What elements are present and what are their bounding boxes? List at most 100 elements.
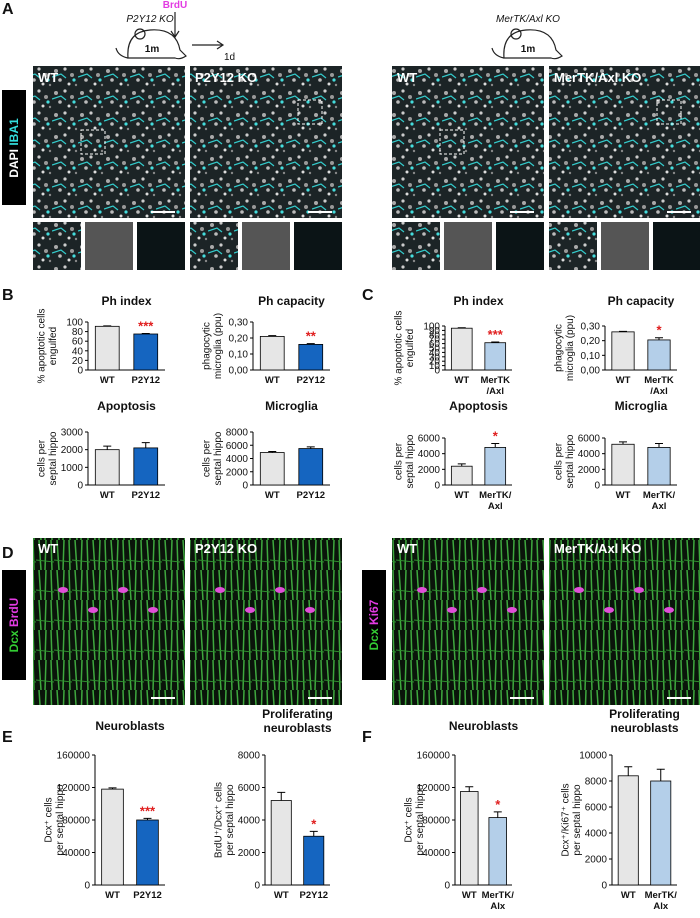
significance: *** xyxy=(488,327,504,342)
y-axis-label: cells perseptal hippo xyxy=(553,434,576,488)
error-bar xyxy=(141,442,150,448)
y-tick-label: 20 xyxy=(429,357,441,368)
chart-title: Microglia xyxy=(615,399,668,413)
y-tick-label: 120000 xyxy=(57,783,91,794)
x-tick-label: MerTK/Alx xyxy=(645,890,678,912)
y-tick-label: 6000 xyxy=(585,803,608,814)
micrograph xyxy=(190,538,342,705)
cell xyxy=(58,587,68,593)
stain-label: Dcx Ki67 xyxy=(367,599,381,650)
x-tick-label: MerTK/Axl xyxy=(644,375,674,397)
error-bar xyxy=(465,786,474,792)
bar xyxy=(94,325,120,371)
y-tick-label: 10000 xyxy=(579,751,607,762)
panel-label: E xyxy=(2,729,13,746)
y-tick-label: 2000 xyxy=(585,855,608,866)
error-bar xyxy=(655,442,663,448)
inset xyxy=(242,222,290,270)
y-axis-label: cells perseptal hippo xyxy=(36,431,59,485)
chart-title: Apoptosis xyxy=(97,399,156,413)
inset xyxy=(496,222,544,270)
significance: * xyxy=(656,323,662,338)
error-bar xyxy=(457,463,466,467)
x-tick-label: WT xyxy=(616,375,631,386)
y-tick-label: 4000 xyxy=(585,829,608,840)
y-tick-label: 30 xyxy=(429,352,441,363)
x-tick-label: P2Y12 xyxy=(131,375,160,386)
y-axis-label: cells perseptal hippo xyxy=(393,434,416,488)
y-axis-label: BrdU⁺/Dcx⁺ cellsper septal hippo xyxy=(213,782,236,858)
panel-label: A xyxy=(2,1,14,18)
y-tick-label: 8000 xyxy=(226,428,249,439)
x-tick-label: MerTK/Axl xyxy=(643,490,676,512)
significance: *** xyxy=(138,319,154,334)
interval: 1d xyxy=(224,52,235,63)
bar xyxy=(259,452,285,486)
image-label: WT xyxy=(38,70,58,85)
bar xyxy=(133,447,159,486)
cell xyxy=(88,607,98,613)
y-tick-label: 0 xyxy=(601,881,607,892)
stain-box xyxy=(362,570,386,680)
y-tick-label: 2000 xyxy=(238,848,261,859)
error-bar xyxy=(491,341,500,343)
y-tick-label: 8000 xyxy=(238,751,261,762)
x-tick-label: P2Y12 xyxy=(296,490,325,501)
significance: * xyxy=(311,816,317,831)
y-tick-label: 0,00 xyxy=(581,366,601,377)
y-tick-label: 0,30 xyxy=(229,318,249,329)
y-tick-label: 50 xyxy=(429,344,441,355)
stain-box xyxy=(2,90,26,205)
y-tick-label: 6000 xyxy=(418,434,441,445)
y-tick-label: 0 xyxy=(444,881,450,892)
y-tick-label: 0 xyxy=(254,881,260,892)
y-tick-label: 70 xyxy=(429,335,441,346)
bar xyxy=(450,327,473,371)
y-tick-label: 60 xyxy=(429,339,441,350)
y-tick-label: 80 xyxy=(72,327,84,338)
error-bar xyxy=(108,787,117,790)
micrograph xyxy=(33,66,185,218)
error-bar xyxy=(277,791,286,801)
x-tick-label: WT xyxy=(454,375,469,386)
bar xyxy=(647,446,671,486)
error-bar xyxy=(268,451,277,453)
y-tick-label: 0 xyxy=(242,481,248,492)
y-tick-label: 80000 xyxy=(62,816,90,827)
cell xyxy=(604,607,614,613)
roi-box xyxy=(656,99,682,125)
bar xyxy=(259,335,285,371)
y-tick-label: 2000 xyxy=(61,445,84,456)
inset xyxy=(392,222,440,270)
x-tick-label: WT xyxy=(105,890,120,901)
chart-title: Ph index xyxy=(101,294,151,308)
stain: Dcx xyxy=(7,630,21,652)
x-tick-label: P2Y12 xyxy=(131,490,160,501)
image-label: P2Y12 KO xyxy=(195,541,257,556)
chart-title: Apoptosis xyxy=(449,399,508,413)
error-bar xyxy=(655,337,663,340)
error-bar xyxy=(493,811,502,818)
chart-title: Ph capacity xyxy=(258,294,325,308)
significance: * xyxy=(495,797,501,812)
bar xyxy=(488,817,507,886)
y-tick-label: 0 xyxy=(84,881,90,892)
cell xyxy=(664,607,674,613)
x-tick-label: MerTK/Alx xyxy=(482,890,515,912)
cell xyxy=(148,607,158,613)
y-tick-label: 100 xyxy=(423,322,440,333)
injection: BrdU xyxy=(163,0,187,11)
image-label: WT xyxy=(397,70,417,85)
inset xyxy=(444,222,492,270)
stain: Dcx xyxy=(367,628,381,650)
y-tick-label: 20 xyxy=(72,356,84,367)
y-tick-label: 80 xyxy=(429,330,441,341)
x-tick-label: P2Y12 xyxy=(296,375,325,386)
error-bar xyxy=(619,441,627,445)
x-tick-label: WT xyxy=(100,490,115,501)
x-tick-label: WT xyxy=(100,375,115,386)
y-axis-label: Dcx⁺ cellsper septal hippo xyxy=(43,784,66,856)
y-tick-label: 4000 xyxy=(578,449,601,460)
chart-title: Ph index xyxy=(453,294,503,308)
